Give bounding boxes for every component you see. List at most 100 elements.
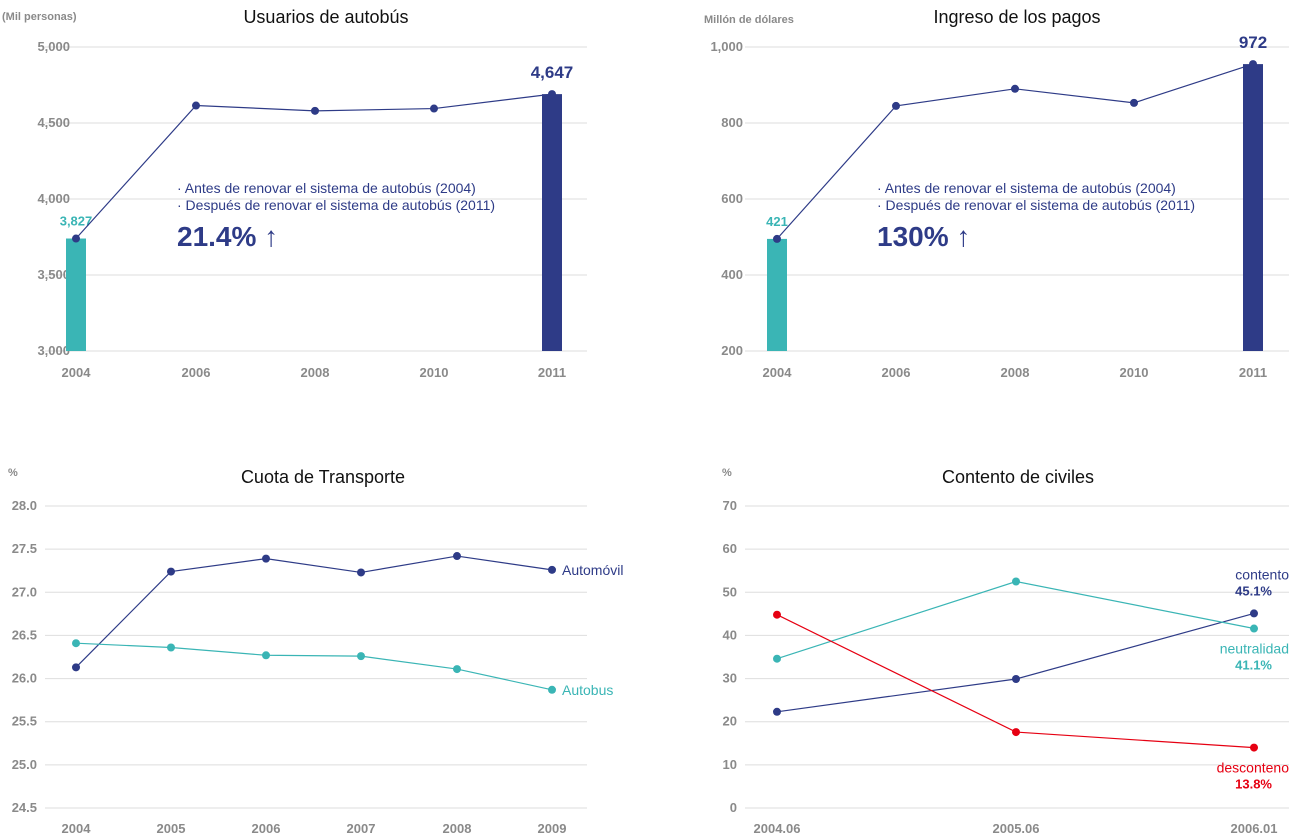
x-tick-label: 2004.06 [754,821,801,835]
x-tick-label: 2004 [62,365,92,380]
bar-value-label: 421 [766,214,788,229]
data-point [892,101,900,110]
x-tick-label: 2004 [763,365,793,380]
series-line [776,580,1255,660]
y-tick-label: 10 [723,757,737,772]
annotation-line: · Antes de renovar el sistema de autobús… [877,180,1176,196]
x-tick-label: 2008 [301,365,330,380]
data-point [72,234,80,243]
growth-percentage: 130% ↑ [877,221,970,252]
chart-title: Cuota de Transporte [241,467,405,487]
bar-value-label: 3,827 [60,214,93,229]
data-point [357,568,365,577]
series-line [776,612,1255,713]
unit-label: (Mil personas) [2,11,77,23]
y-tick-label: 26.5 [12,627,37,642]
series-name-label: Autobus [562,682,613,698]
annotation-line: · Antes de renovar el sistema de autobús… [177,180,476,196]
data-point [1130,98,1138,107]
data-point [167,567,175,576]
y-tick-label: 28.0 [12,498,37,513]
x-tick-label: 2008 [1001,365,1030,380]
y-tick-label: 1,000 [710,39,743,54]
data-point [773,707,781,716]
series-name-label: Automóvil [562,562,623,578]
data-point [311,106,319,115]
data-point [192,101,200,110]
series-line [75,642,553,691]
data-point [72,639,80,648]
x-tick-label: 2005.06 [993,821,1040,835]
y-tick-label: 4,500 [37,115,70,130]
bus-users-chart: Usuarios de autobús (Mil personas) 3,000 3,… [2,7,587,380]
data-point [1011,84,1019,93]
y-tick-label: 24.5 [12,800,37,815]
x-tick-label: 2006 [182,365,211,380]
growth-percentage: 21.4% ↑ [177,221,278,252]
data-point [548,685,556,694]
bar-2011 [542,94,562,352]
x-tick-label: 2006.01 [1231,821,1278,835]
y-tick-label: 26.0 [12,671,37,686]
y-tick-label: 27.5 [12,541,37,556]
x-tick-label: 2006 [882,365,911,380]
y-tick-label: 0 [730,800,737,815]
data-point [1012,577,1020,586]
y-tick-label: 27.0 [12,584,37,599]
series-value-label: 13.8% [1235,777,1272,792]
y-tick-label: 70 [723,498,737,513]
y-tick-label: 25.5 [12,714,37,729]
x-tick-label: 2011 [538,365,566,380]
x-tick-label: 2010 [420,365,449,380]
x-tick-label: 2005 [157,821,186,835]
y-tick-label: 5,000 [37,39,70,54]
fare-income-chart: Ingreso de los pagos Millón de dólares 200… [704,7,1289,380]
y-tick-label: 400 [721,267,743,282]
annotation-line: · Después de renovar el sistema de autob… [877,197,1195,213]
data-point [548,90,556,99]
y-tick-label: 800 [721,115,743,130]
data-point [1012,728,1020,737]
series-value-label: 45.1% [1235,583,1272,598]
bar-value-label: 972 [1239,33,1267,52]
data-point [167,643,175,652]
data-point [453,552,461,561]
x-tick-label: 2004 [62,821,92,835]
y-tick-label: 200 [721,343,743,358]
data-point [773,654,781,663]
bar-2011 [1243,64,1263,351]
y-tick-label: 60 [723,541,737,556]
data-point [1250,743,1258,752]
x-tick-label: 2011 [1239,365,1267,380]
x-tick-label: 2010 [1120,365,1149,380]
data-point [1249,60,1257,69]
series-name-label: neutralidad [1220,641,1289,657]
y-tick-label: 4,000 [37,191,70,206]
y-tick-label: 40 [723,627,737,642]
unit-label: Millón de dólares [704,14,794,26]
x-tick-label: 2008 [443,821,472,835]
data-point [1012,675,1020,684]
series-line [75,555,553,668]
chart-title: Ingreso de los pagos [933,7,1100,27]
y-tick-label: 50 [723,584,737,599]
data-point [262,554,270,563]
data-point [773,234,781,243]
y-tick-label: 600 [721,191,743,206]
data-point [548,565,556,574]
y-tick-label: 25.0 [12,757,37,772]
chart-title: Usuarios de autobús [243,7,408,27]
trend-line [75,93,553,239]
citizen-satisfaction-chart: Contento de civiles% 0 10 20 30 40 50 60 70 2004.… [722,467,1289,835]
transport-share-chart: Cuota de Transporte% 24.5 25.0 25.5 26.0 26.5… [8,467,623,835]
data-point [262,651,270,660]
data-point [1250,609,1258,618]
bar-2004 [66,238,86,351]
x-tick-label: 2006 [252,821,281,835]
series-name-label: desconteno [1217,760,1290,776]
chart-title: Contento de civiles [942,467,1094,487]
data-point [1250,624,1258,633]
series-value-label: 41.1% [1235,658,1272,673]
x-tick-label: 2009 [538,821,567,835]
y-tick-label: 3,000 [37,343,70,358]
